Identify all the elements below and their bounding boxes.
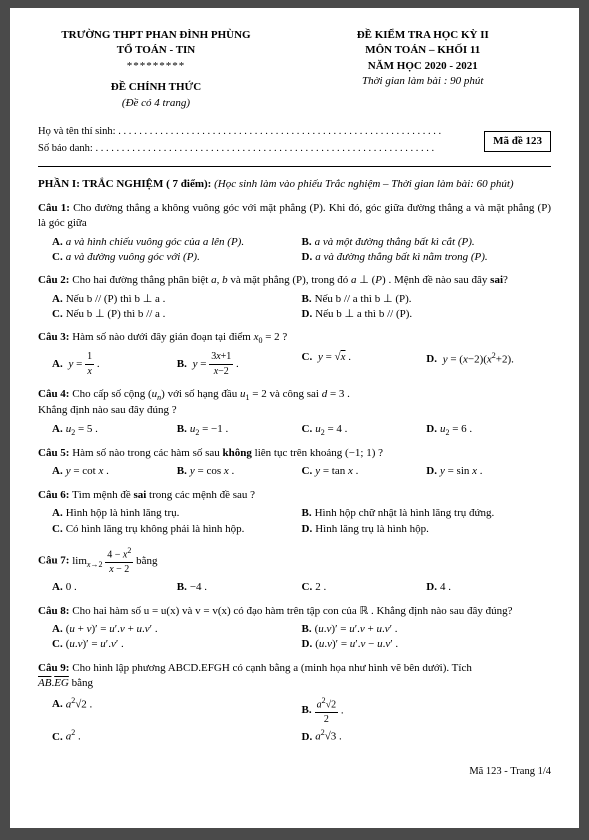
part1-heading: PHẦN I: TRẮC NGHIỆM ( 7 điểm): (Học sinh… — [38, 177, 551, 192]
q2-label: Câu 2: — [38, 274, 69, 286]
q5-opt-c: C.y = tan x . — [302, 464, 427, 479]
q2-opt-b: B.Nếu b // a thì b ⊥ (P). — [302, 292, 552, 307]
q9-opt-a: A.a2√2 . — [52, 695, 302, 727]
q9-label: Câu 9: — [38, 662, 69, 674]
part1-note: (Học sinh làm vào phiếu Trắc nghiệm – Th… — [214, 178, 514, 190]
question-7: Câu 7: limx→2 4 − x2x − 2 bằng A.0 . B.−… — [38, 545, 551, 596]
question-1: Câu 1: Cho đường thẳng a không vuông góc… — [38, 201, 551, 266]
q1-opt-a: A.a và hình chiếu vuông góc của a lên (P… — [52, 235, 302, 250]
question-2: Câu 2: Cho hai đường thẳng phân biệt a, … — [38, 273, 551, 322]
q3-opt-d: D. y = (x−2)(x2+2). — [426, 350, 551, 379]
q8-text: Cho hai hàm số u = u(x) và v = v(x) có đ… — [72, 605, 512, 617]
q4-opt-a: A.u2 = 5 . — [52, 422, 177, 438]
q4-label: Câu 4: — [38, 388, 69, 400]
q1-opt-b: B.a và một đường thẳng bất kì cắt (P). — [302, 235, 552, 250]
q7-opt-b: B.−4 . — [177, 580, 302, 595]
pages-count: (Đề có 4 trang) — [38, 96, 274, 111]
q5-opt-d: D.y = sin x . — [426, 464, 551, 479]
dept-name: TỔ TOÁN - TIN — [38, 43, 274, 58]
q4-opt-c: C.u2 = 4 . — [302, 422, 427, 438]
q3-label: Câu 3: — [38, 331, 69, 343]
separator-line — [38, 166, 551, 167]
q6-opt-c: C.Có hình lăng trụ không phải là hình hộ… — [52, 522, 302, 537]
header-right: ĐỀ KIỂM TRA HỌC KỲ II MÔN TOÁN – KHỐI 11… — [295, 28, 552, 111]
year-line: NĂM HỌC 2020 - 2021 — [295, 59, 552, 74]
q2-opt-a: A.Nếu b // (P) thì b ⊥ a . — [52, 292, 302, 307]
q9-opt-c: C.a2 . — [52, 727, 302, 745]
question-5: Câu 5: Hàm số nào trong các hàm số sau k… — [38, 446, 551, 480]
name-field: Họ và tên thí sinh: . . . . . . . . . . … — [38, 125, 441, 140]
page-footer: Mã 123 - Trang 1/4 — [38, 765, 551, 780]
q7-opt-a: A.0 . — [52, 580, 177, 595]
q3-opt-b: B. y = 3x+1x−2 . — [177, 350, 302, 379]
q8-opt-d: D.(u.v)′ = u′.v − u.v′ . — [302, 637, 552, 652]
exam-title: ĐỀ KIỂM TRA HỌC KỲ II — [295, 28, 552, 43]
q7-label: Câu 7: — [38, 555, 69, 567]
q8-opt-a: A.(u + v)′ = u′.v + u.v′ . — [52, 622, 302, 637]
school-name: TRƯỜNG THPT PHAN ĐÌNH PHÙNG — [38, 28, 274, 43]
q4-opt-b: B.u2 = −1 . — [177, 422, 302, 438]
q8-opt-b: B.(u.v)′ = u′.v + u.v′ . — [302, 622, 552, 637]
q3-opt-c: C. y = √x . — [302, 350, 427, 379]
q6-text: Tìm mệnh đề sai trong các mệnh đề sau ? — [72, 489, 255, 501]
q8-opt-c: C.(u.v)′ = u′.v′ . — [52, 637, 302, 652]
header-left: TRƯỜNG THPT PHAN ĐÌNH PHÙNG TỔ TOÁN - TI… — [38, 28, 274, 111]
q1-opt-c: C.a và đường vuông góc với (P). — [52, 250, 302, 265]
question-3: Câu 3: Hàm số nào dưới đây gián đoạn tại… — [38, 330, 551, 378]
q9-opt-d: D.a2√3 . — [302, 727, 552, 745]
exam-code-box: Mã đề 123 — [484, 131, 551, 152]
question-4: Câu 4: Cho cấp số cộng (un) với số hạng … — [38, 387, 551, 438]
q2-opt-c: C.Nếu b ⊥ (P) thì b // a . — [52, 307, 302, 322]
q7-opt-c: C.2 . — [302, 580, 427, 595]
q5-opt-b: B.y = cos x . — [177, 464, 302, 479]
q1-label: Câu 1: — [38, 202, 70, 214]
q4-opt-d: D.u2 = 6 . — [426, 422, 551, 438]
duration-line: Thời gian làm bài : 90 phút — [295, 74, 552, 89]
q1-opt-d: D.a và đường thẳng bất kì nằm trong (P). — [302, 250, 552, 265]
q5-label: Câu 5: — [38, 447, 69, 459]
q1-text: Cho đường thẳng a không vuông góc với mặ… — [38, 202, 551, 229]
q7-opt-d: D.4 . — [426, 580, 551, 595]
q5-opt-a: A.y = cot x . — [52, 464, 177, 479]
sbd-field: Số báo danh: . . . . . . . . . . . . . .… — [38, 142, 441, 157]
candidate-info: Họ và tên thí sinh: . . . . . . . . . . … — [38, 125, 551, 158]
official-label: ĐỀ CHÍNH THỨC — [38, 80, 274, 95]
exam-page: TRƯỜNG THPT PHAN ĐÌNH PHÙNG TỔ TOÁN - TI… — [10, 8, 579, 828]
q9-text: Cho hình lập phương ABCD.EFGH có cạnh bằ… — [72, 662, 472, 674]
q7-text: limx→2 4 − x2x − 2 bằng — [72, 555, 157, 567]
q9-opt-b: B.a2√22 . — [302, 695, 552, 727]
info-left: Họ và tên thí sinh: . . . . . . . . . . … — [38, 125, 441, 158]
question-9: Câu 9: Cho hình lập phương ABCD.EFGH có … — [38, 661, 551, 745]
q6-opt-a: A.Hình hộp là hình lăng trụ. — [52, 506, 302, 521]
q2-text: Cho hai đường thẳng phân biệt a, b và mặ… — [72, 274, 508, 286]
stars-line: ********* — [38, 59, 274, 74]
q3-text: Hàm số nào dưới đây gián đoạn tại điểm x… — [72, 331, 287, 343]
q4-text: Cho cấp số cộng (un) với số hạng đầu u1 … — [72, 388, 350, 400]
q9-extra: AB.EG bằng — [38, 676, 551, 691]
q3-opt-a: A. y = 1x . — [52, 350, 177, 379]
q6-opt-d: D.Hình lăng trụ là hình hộp. — [302, 522, 552, 537]
header: TRƯỜNG THPT PHAN ĐÌNH PHÙNG TỔ TOÁN - TI… — [38, 28, 551, 111]
q5-text: Hàm số nào trong các hàm số sau không li… — [72, 447, 383, 459]
q6-label: Câu 6: — [38, 489, 69, 501]
q4-subtext: Khẳng định nào sau đây đúng ? — [38, 403, 551, 418]
part1-title: PHẦN I: TRẮC NGHIỆM ( 7 điểm): — [38, 178, 211, 190]
q6-opt-b: B.Hình hộp chữ nhật là hình lăng trụ đứn… — [302, 506, 552, 521]
q8-label: Câu 8: — [38, 605, 69, 617]
q2-opt-d: D.Nếu b ⊥ a thì b // (P). — [302, 307, 552, 322]
question-6: Câu 6: Tìm mệnh đề sai trong các mệnh đề… — [38, 488, 551, 537]
subject-line: MÔN TOÁN – KHỐI 11 — [295, 43, 552, 58]
question-8: Câu 8: Cho hai hàm số u = u(x) và v = v(… — [38, 604, 551, 653]
